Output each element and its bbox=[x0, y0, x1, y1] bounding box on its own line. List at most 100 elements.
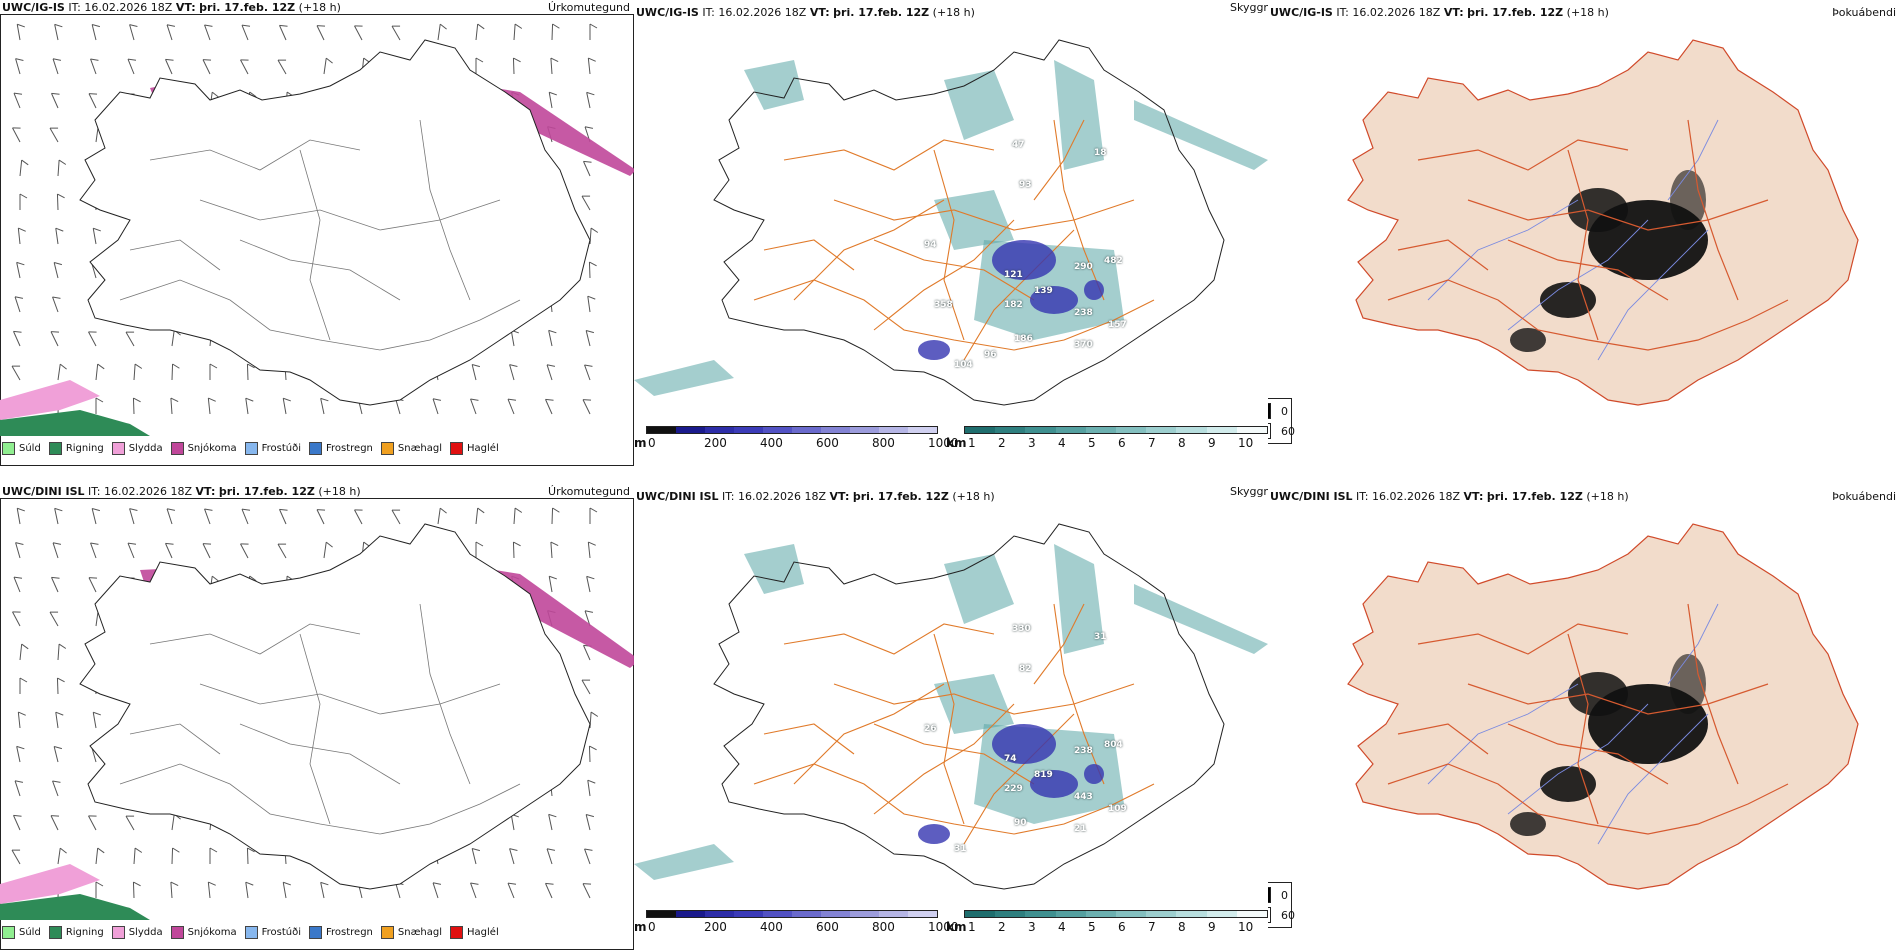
ceiling-color-cell bbox=[705, 427, 734, 433]
legend-item-1: Rigning bbox=[48, 925, 104, 939]
wind-barb bbox=[589, 507, 598, 524]
wind-barb bbox=[279, 24, 288, 41]
road-line bbox=[299, 633, 331, 825]
wind-barb bbox=[202, 59, 212, 75]
it-label: IT: bbox=[722, 490, 735, 503]
road-line bbox=[1687, 119, 1739, 301]
fog-legend-row-0: 0 bbox=[1268, 887, 1288, 903]
legend-label: Snæhagl bbox=[397, 926, 443, 938]
wind-barb bbox=[470, 882, 479, 899]
legend-item-1: Rigning bbox=[48, 441, 104, 455]
lead-time: (+18 h) bbox=[1586, 490, 1629, 503]
visibility-colorbar: km 1 2 3 4 5 6 7 8 9 10 bbox=[946, 910, 1268, 944]
legend-swatch bbox=[111, 441, 125, 455]
visibility-color-cell bbox=[1025, 911, 1056, 917]
wind-barb bbox=[16, 261, 25, 279]
ceiling-tick: 800 bbox=[872, 436, 895, 450]
road-line bbox=[129, 239, 221, 271]
visibility-map bbox=[634, 523, 1268, 890]
wind-barb bbox=[277, 59, 287, 75]
visibility-unit: km bbox=[946, 920, 967, 934]
road-line bbox=[873, 219, 1015, 331]
low-visibility-area bbox=[744, 544, 804, 594]
legend-swatch bbox=[2, 441, 15, 455]
wind-barb bbox=[19, 677, 28, 694]
wind-barb bbox=[581, 195, 591, 211]
visibility-color-cell bbox=[1236, 911, 1268, 917]
wind-barb bbox=[241, 24, 251, 41]
visibility-color-cell bbox=[1085, 911, 1117, 917]
wind-barb bbox=[52, 542, 62, 559]
ceiling-color-cell bbox=[792, 427, 821, 433]
wind-barb bbox=[13, 576, 23, 593]
precip-map bbox=[0, 23, 634, 436]
wind-barb bbox=[15, 542, 24, 559]
wind-barb bbox=[583, 160, 592, 177]
wind-barb bbox=[52, 58, 62, 75]
vt-label: VT: bbox=[195, 485, 216, 498]
visibility-tick: 3 bbox=[1028, 436, 1036, 450]
visibility-tick: 2 bbox=[998, 436, 1006, 450]
ceiling-value-label: 229 bbox=[1004, 784, 1023, 794]
ceiling-color-cell bbox=[821, 427, 850, 433]
legend-item-7: Haglél bbox=[450, 925, 499, 939]
road-line bbox=[1467, 683, 1769, 715]
vt-value: þri. 17.feb. 12Z bbox=[199, 1, 296, 14]
ceiling-value-label: 82 bbox=[1019, 664, 1032, 674]
wind-barb bbox=[57, 363, 67, 381]
legend-label: Frostregn bbox=[326, 926, 373, 938]
wind-barb bbox=[17, 227, 26, 245]
precip-title: Úrkomutegund bbox=[548, 485, 630, 498]
vt-value: þri. 17.feb. 12Z bbox=[1486, 490, 1583, 503]
visibility-tick: 1 bbox=[968, 436, 976, 450]
ceiling-color-cell bbox=[734, 911, 763, 917]
ceiling-value-label: 96 bbox=[984, 350, 997, 360]
fog-area bbox=[1510, 812, 1546, 836]
wind-barb bbox=[584, 364, 593, 381]
legend-swatch bbox=[48, 441, 62, 455]
wind-barb bbox=[51, 576, 60, 593]
wind-barb bbox=[56, 677, 65, 695]
wind-barb bbox=[246, 847, 255, 865]
lead-time: (+18 h) bbox=[298, 1, 341, 14]
wind-barb bbox=[512, 541, 521, 559]
road-line bbox=[1387, 279, 1789, 351]
wind-barb bbox=[548, 575, 557, 593]
model-name: UWC/DINI ISL bbox=[1270, 490, 1353, 503]
wind-barb bbox=[19, 193, 28, 210]
vt-label: VT: bbox=[1443, 6, 1464, 19]
visibility-title: Skyggni bbox=[1230, 485, 1268, 498]
legend-label: Frostúði bbox=[261, 926, 301, 938]
wind-barb bbox=[13, 92, 23, 109]
ceiling-color-cell bbox=[821, 911, 850, 917]
wind-barb bbox=[546, 364, 556, 381]
fog-header: UWC/IG-IS IT: 16.02.2026 18Z VT: þri. 17… bbox=[1270, 6, 1609, 19]
low-visibility-area bbox=[1054, 544, 1104, 654]
visibility-tick: 5 bbox=[1088, 436, 1096, 450]
vt-label: VT: bbox=[829, 490, 850, 503]
visibility-color-cell bbox=[995, 911, 1026, 917]
legend-item-4: Frostúði bbox=[244, 441, 301, 455]
fog-map bbox=[1347, 523, 1859, 890]
visibility-color-cell bbox=[1176, 427, 1207, 433]
wind-barb bbox=[432, 398, 442, 415]
wind-barb bbox=[509, 848, 518, 865]
wind-barb bbox=[50, 815, 60, 831]
wind-barb bbox=[57, 847, 67, 865]
wind-barb bbox=[166, 24, 176, 41]
wind-barb bbox=[548, 329, 557, 347]
visibility-color-cell bbox=[1236, 427, 1268, 433]
wind-barb bbox=[581, 679, 591, 695]
precip-header: UWC/IG-IS IT: 16.02.2026 18Z VT: þri. 17… bbox=[2, 1, 341, 14]
fog-legend-row-0: 0 bbox=[1268, 403, 1288, 419]
ceiling-color-cell bbox=[763, 911, 792, 917]
wind-barb bbox=[507, 882, 517, 899]
wind-barb bbox=[166, 508, 176, 525]
wind-barb bbox=[19, 159, 29, 177]
wind-barb bbox=[245, 397, 254, 415]
road-line bbox=[1687, 603, 1739, 785]
it-value: 16.02.2026 18Z bbox=[738, 490, 827, 503]
visibility-tick: 4 bbox=[1058, 436, 1066, 450]
wind-barb bbox=[13, 330, 22, 347]
wind-barb bbox=[587, 295, 596, 313]
